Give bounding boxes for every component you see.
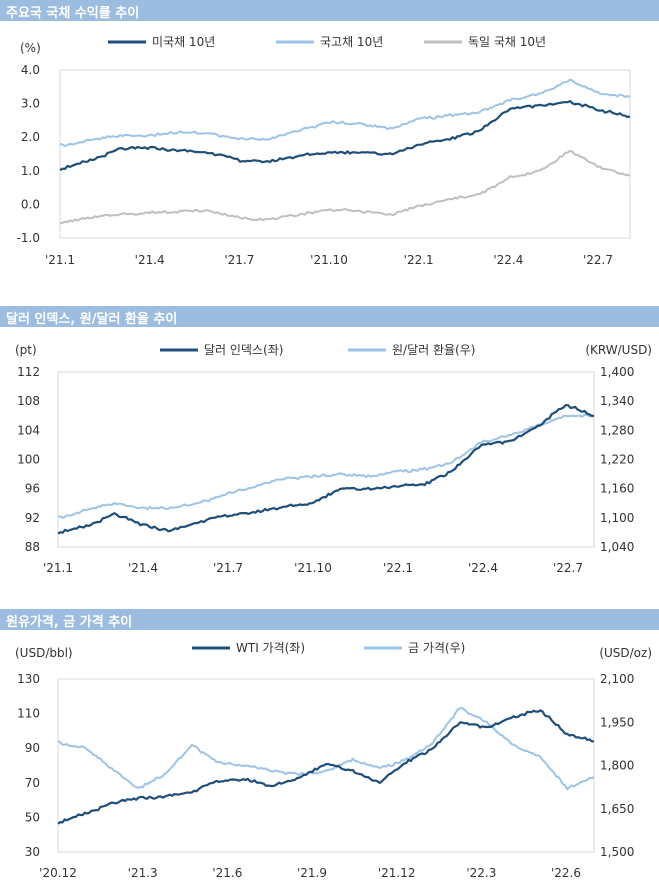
x-tick-label: '22.7 xyxy=(553,561,583,575)
y-tick-label-left: 4.0 xyxy=(21,63,40,77)
chart-title: 원유가격, 금 가격 추이 xyxy=(6,615,133,630)
x-tick-label: '21.7 xyxy=(213,561,243,575)
legend-label: 미국채 10년 xyxy=(152,35,215,49)
y-tick-label-left: 108 xyxy=(17,394,40,408)
y-tick-label-left: 104 xyxy=(17,423,40,437)
chart-title-bar: 원유가격, 금 가격 추이 xyxy=(0,609,659,630)
chart-panel-oil-gold: 원유가격, 금 가격 추이 130 110 90 70 50 30 2,100 1,950 1,… xyxy=(0,609,659,896)
legend-label: 국고채 10년 xyxy=(320,35,383,49)
chart-title: 주요국 국채 수익률 추이 xyxy=(6,6,140,21)
legend-label: 달러 인덱스(좌) xyxy=(204,343,283,357)
y-tick-label-left: 100 xyxy=(17,453,40,467)
chart-panel-dollar-index: 달러 인덱스, 원/달러 환율 추이 112 108 104 100 96 92 88 1,4… xyxy=(0,306,659,586)
x-tick-label: '21.10 xyxy=(294,561,332,575)
oil-gold-chart: 130 110 90 70 50 30 2,100 1,950 1,800 1,650 1,500 (… xyxy=(15,641,652,880)
plot-area xyxy=(57,678,595,853)
y-tick-label-right: 1,800 xyxy=(600,759,634,773)
series-line xyxy=(57,413,595,519)
x-tick-label: '22.4 xyxy=(493,253,523,267)
chart-title: 달러 인덱스, 원/달러 환율 추이 xyxy=(6,312,178,327)
y-axis-unit-left: (pt) xyxy=(15,343,37,357)
x-tick-label: '22.1 xyxy=(383,561,413,575)
y-tick-label-left: 88 xyxy=(25,540,40,554)
legend-label: 원/달러 환율(우) xyxy=(392,343,475,357)
y-tick-label-left: 2.0 xyxy=(21,130,40,144)
legend-label: 금 가격(우) xyxy=(408,641,465,655)
x-tick-label: '22.1 xyxy=(404,253,434,267)
y-tick-label-left: 3.0 xyxy=(21,97,40,111)
bond-yield-chart: 4.0 3.0 2.0 1.0 0.0 -1.0 (%) '21.1 '21.4 '21.7 '21… xyxy=(17,35,631,267)
chart-panel-bond-yields: 주요국 국채 수익률 추이 4.0 3.0 2.0 1.0 0.0 -1.0 (%) '21.… xyxy=(0,0,659,290)
series-line xyxy=(59,78,631,148)
series-line xyxy=(59,100,631,172)
y-tick-label-left: 96 xyxy=(25,482,40,496)
y-tick-label-left: -1.0 xyxy=(17,231,40,245)
x-tick-label: '21.10 xyxy=(310,253,348,267)
x-tick-label: '21.1 xyxy=(43,561,73,575)
y-tick-label-right: 1,340 xyxy=(600,394,634,408)
y-tick-label-right: 1,160 xyxy=(600,482,634,496)
y-tick-label-left: 90 xyxy=(25,741,40,755)
x-tick-label: '21.9 xyxy=(297,866,327,880)
y-axis-unit-left: (%) xyxy=(20,41,41,55)
y-tick-label-left: 1.0 xyxy=(21,164,40,178)
x-tick-label: '22.3 xyxy=(466,866,496,880)
x-tick-label: '21.4 xyxy=(128,561,158,575)
series-line xyxy=(57,706,595,791)
series-line xyxy=(57,404,595,535)
plot-area xyxy=(57,371,595,548)
y-tick-label-left: 92 xyxy=(25,511,40,525)
x-tick-label: '20.12 xyxy=(39,866,77,880)
y-tick-label-right: 1,100 xyxy=(600,511,634,525)
y-tick-label-right: 1,950 xyxy=(600,715,634,729)
y-tick-label-right: 1,280 xyxy=(600,423,634,437)
y-tick-label-left: 50 xyxy=(25,810,40,824)
x-tick-label: '22.6 xyxy=(551,866,581,880)
x-tick-label: '21.1 xyxy=(45,253,75,267)
y-tick-label-right: 1,400 xyxy=(600,365,634,379)
x-tick-label: '21.4 xyxy=(135,253,165,267)
y-tick-label-left: 112 xyxy=(17,365,40,379)
y-tick-label-left: 30 xyxy=(25,845,40,859)
x-tick-label: '21.3 xyxy=(128,866,158,880)
y-axis-unit-right: (USD/oz) xyxy=(599,646,652,660)
series-line xyxy=(57,709,594,825)
y-tick-label-right: 1,650 xyxy=(600,802,634,816)
y-tick-label-left: 110 xyxy=(17,707,40,721)
legend-label: 독일 국채 10년 xyxy=(468,35,546,49)
y-tick-label-right: 1,220 xyxy=(600,453,634,467)
series-line xyxy=(59,149,631,225)
y-tick-label-left: 0.0 xyxy=(21,197,40,211)
dollar-index-chart: 112 108 104 100 96 92 88 1,400 1,340 1,280 1,220 1,… xyxy=(15,343,652,575)
x-tick-label: '21.7 xyxy=(224,253,254,267)
y-tick-label-right: 1,500 xyxy=(600,845,634,859)
x-tick-label: '22.7 xyxy=(583,253,613,267)
chart-title-bar: 달러 인덱스, 원/달러 환율 추이 xyxy=(0,306,659,327)
y-tick-label-left: 70 xyxy=(25,776,40,790)
chart-title-bar: 주요국 국채 수익률 추이 xyxy=(0,0,659,21)
x-tick-label: '21.6 xyxy=(212,866,242,880)
x-tick-label: '22.4 xyxy=(468,561,498,575)
legend-label: WTI 가격(좌) xyxy=(236,641,305,655)
y-tick-label-right: 1,040 xyxy=(600,540,634,554)
plot-area xyxy=(59,69,631,239)
x-tick-label: '21.12 xyxy=(378,866,416,880)
y-tick-label-left: 130 xyxy=(17,672,40,686)
y-axis-unit-left: (USD/bbl) xyxy=(15,646,73,660)
y-axis-unit-right: (KRW/USD) xyxy=(585,343,652,357)
y-tick-label-right: 2,100 xyxy=(600,672,634,686)
